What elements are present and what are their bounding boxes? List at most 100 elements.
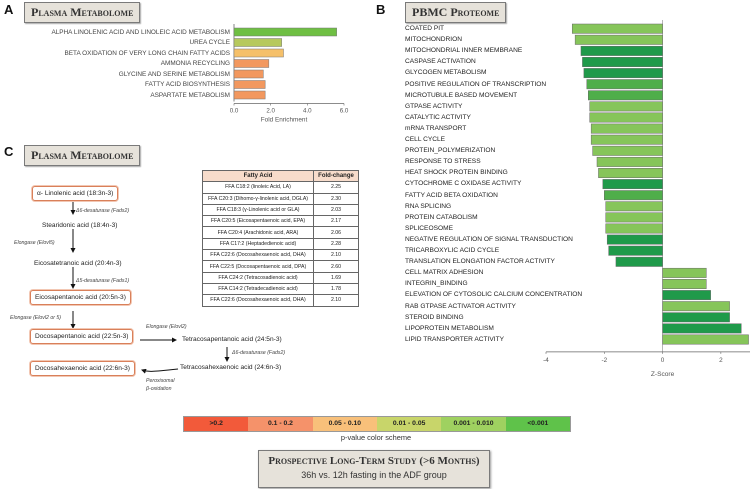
table-cell-fold-change: 1.78 xyxy=(313,282,359,296)
panel-a-category-label: ALPHA LINOLENIC ACID AND LINOLEIC ACID M… xyxy=(51,28,230,36)
molecule-tetracosahexaenoic-acid: Tetracosahexaenoic acid (24:6n-3) xyxy=(180,364,282,371)
molecule-eicosapentanoic-acid: Eicosapentanoic acid (20:5n-3) xyxy=(30,290,131,305)
panel-b-bar xyxy=(662,323,742,334)
panel-b-bar xyxy=(582,57,663,67)
enzyme-delta6-desaturase: Δ6-desaturase (Fads2) xyxy=(76,208,130,214)
panel-b-bar xyxy=(596,156,663,167)
panel-a-bar xyxy=(233,38,282,47)
study-box: Prospective Long-Term Study (>6 Months) … xyxy=(258,450,490,488)
table-row: FFA C18:3 (γ-Linolenic acid or GLA) 2.03 xyxy=(202,203,359,217)
panel-b-bar xyxy=(588,90,663,101)
panel-a-tick-label: 2.0 xyxy=(266,108,275,115)
panel-b-bar xyxy=(605,212,663,223)
panel-b-bar xyxy=(662,290,711,301)
panel-b-category-label: ELEVATION OF CYTOSOLIC CALCIUM CONCENTRA… xyxy=(405,291,583,299)
table-cell-fatty-acid: FFA C20:5 (Eicosapentaenoic acid, EPA) xyxy=(202,215,314,228)
table-cell-fatty-acid: FFA C22:6 (Docosahexaenoic acid, DHA) xyxy=(202,294,314,307)
table-row: FFA C20:3 (Dihomo-γ-linolenic acid, DGLA… xyxy=(202,192,359,205)
pvalue-legend-caption: p-value color scheme xyxy=(340,433,412,442)
table-cell-fatty-acid: FFA C22:6 (Docosahexaenoic acid, DHA) xyxy=(202,249,314,262)
table-cell-fold-change: 2.06 xyxy=(313,226,359,239)
panel-b-tick-label: -4 xyxy=(543,357,549,364)
enzyme-elongase-elovl2-or-5: Elongase (Elovl2 or 5) xyxy=(10,315,62,321)
panel-b-bar xyxy=(598,168,663,178)
table-row: FFA C22:6 (Docosahexaenoic acid, DHA) 2.1… xyxy=(202,249,359,262)
panel-a-category-label: FATTY ACID BIOSYNTHESIS xyxy=(145,81,230,88)
table-cell-fold-change: 2.03 xyxy=(313,203,359,217)
table-row: FFA C18:2 (linoleic Acid, LA) 2.25 xyxy=(202,181,359,194)
panel-a-tick-label: 4.0 xyxy=(303,108,312,115)
panel-b-category-label: TRICARBOXYLIC ACID CYCLE xyxy=(405,247,500,254)
table-cell-fold-change: 2.25 xyxy=(313,181,359,194)
panel-b-category-label: PROTEIN_POLYMERIZATION xyxy=(405,147,496,155)
panel-b-bar xyxy=(589,101,663,112)
panel-b-category-label: CASPASE ACTIVATION xyxy=(405,58,476,66)
panel-b-bar xyxy=(662,301,730,312)
panel-b-bar xyxy=(589,112,663,123)
panel-a-bar xyxy=(233,69,264,79)
molecule-docosahexaenoic-acid: Docosahexaenoic acid (22:6n-3) xyxy=(30,361,135,376)
panel-a-category-label: UREA CYCLE xyxy=(189,39,231,46)
enzyme-elongase-elovl5: Elongase (Elovl5) xyxy=(14,240,55,246)
pvalue-legend-bin: 0.001 - 0.010 xyxy=(441,417,506,431)
panel-b-title: PBMC Proteome xyxy=(405,2,507,23)
panel-a-tick-label: 6.0 xyxy=(340,108,349,115)
molecule-eicosatetranoic-acid: Eicosatetranoic acid (20:4n-3) xyxy=(34,260,122,267)
panel-b-category-label: HEAT SHOCK PROTEIN BINDING xyxy=(405,169,508,177)
table-cell-fatty-acid: FFA C24:2 (Tetracosadienoic acid) xyxy=(202,271,314,284)
table-cell-fold-change: 1.69 xyxy=(313,271,359,284)
table-header-row: Fatty Acid Fold-change xyxy=(202,169,359,183)
enzyme-delta5-desaturase: Δ5-desaturase (Fads1) xyxy=(76,278,130,284)
panel-a-title: Plasma Metabolome xyxy=(24,2,141,23)
panel-c-letter: C xyxy=(4,144,14,159)
panel-b-bar xyxy=(605,201,663,212)
panel-b-category-label: CATALYTIC ACTIVITY xyxy=(405,113,471,121)
panel-b-bar xyxy=(571,23,663,34)
panel-b-category-label: mRNA TRANSPORT xyxy=(405,124,467,132)
panel-b-category-label: STEROID BINDING xyxy=(405,313,464,321)
panel-b-bar xyxy=(574,34,663,45)
panel-a-category-label: ASPARTATE METABOLISM xyxy=(150,91,230,99)
panel-b-bar xyxy=(662,334,749,345)
molecule-tetracosapentanoic-acid: Tetracosapentanoic acid (24:5n-3) xyxy=(182,336,282,343)
table-cell-fold-change: 2.60 xyxy=(313,260,359,273)
panel-a-bar-chart: 0.0 2.0 4.0 6.0 Fold Enrichment xyxy=(230,24,349,124)
study-title: Prospective Long-Term Study (>6 Months) xyxy=(268,455,480,467)
pvalue-legend: >0.2 0.1 - 0.2 0.05 - 0.10 0.01 - 0.05 0.001… xyxy=(183,416,571,432)
panel-a-letter: A xyxy=(4,2,14,17)
panel-b-category-label: RNA SPLICING xyxy=(405,202,452,210)
panel-b-category-label: RESPONSE TO STRESS xyxy=(405,158,481,166)
panel-b-bar xyxy=(586,79,663,90)
panel-b-category-label: MICROTUBULE BASED MOVEMENT xyxy=(405,91,518,99)
panel-b-category-label: SPLICEOSOME xyxy=(405,224,454,232)
enzyme-delta6-desaturase-2: Δ6-desaturase (Fads2) xyxy=(232,350,286,356)
panel-a-x-label: Fold Enrichment xyxy=(261,117,308,124)
table-cell-fatty-acid: FFA C22:5 (Docosapentaenoic acid, DPA) xyxy=(202,260,314,273)
table-cell-fatty-acid: FFA C20:3 (Dihomo-γ-linolenic acid, DGLA… xyxy=(202,192,314,205)
panel-b-category-label: FATTY ACID BETA OXIDATION xyxy=(405,191,498,199)
panel-b-bar xyxy=(604,190,663,201)
panel-b-category-label: COATED PIT xyxy=(405,25,445,32)
pvalue-legend-bin: 0.1 - 0.2 xyxy=(248,417,313,431)
panel-b-category-label: CYTOCHROME C OXIDASE ACTIVITY xyxy=(405,180,522,188)
panel-a-tick-label: 0.0 xyxy=(230,108,239,115)
panel-a-category-label: AMMONIA RECYCLING xyxy=(160,60,230,67)
table-row: FFA C24:2 (Tetracosadienoic acid) 1.69 xyxy=(202,271,359,284)
panel-a-category-label: BETA OXIDATION OF VERY LONG CHAIN FATTY … xyxy=(64,49,230,57)
panel-a-bar xyxy=(233,27,337,37)
panel-a-bar xyxy=(233,48,284,58)
panel-b-bar xyxy=(662,279,707,289)
panel-b-category-label: PROTEIN CATABOLISM xyxy=(405,213,478,221)
panel-b-bar xyxy=(615,256,663,267)
panel-a-bar xyxy=(233,59,270,68)
panel-b-category-label: LIPOPROTEIN METABOLISM xyxy=(405,324,494,332)
panel-b-category-label: GLYCOGEN METABOLISM xyxy=(405,69,487,77)
table-cell-fold-change: 2.28 xyxy=(313,237,359,251)
pvalue-legend-bin: <0.001 xyxy=(505,417,570,431)
panel-b-category-label: TRANSLATION ELONGATION FACTOR ACTIVITY xyxy=(405,258,555,266)
panel-b-category-label: MITOCHONDRIAL INNER MEMBRANE xyxy=(405,47,523,55)
table-row: FFA C22:6 (Docosahexaenoic acid, DHA) 2.1… xyxy=(202,294,359,307)
molecule-stearidonic-acid: Stearidonic acid (18:4n-3) xyxy=(42,222,118,229)
panel-b-category-label: POSITIVE REGULATION OF TRANSCRIPTION xyxy=(405,80,547,88)
panel-b-bar xyxy=(583,68,663,79)
